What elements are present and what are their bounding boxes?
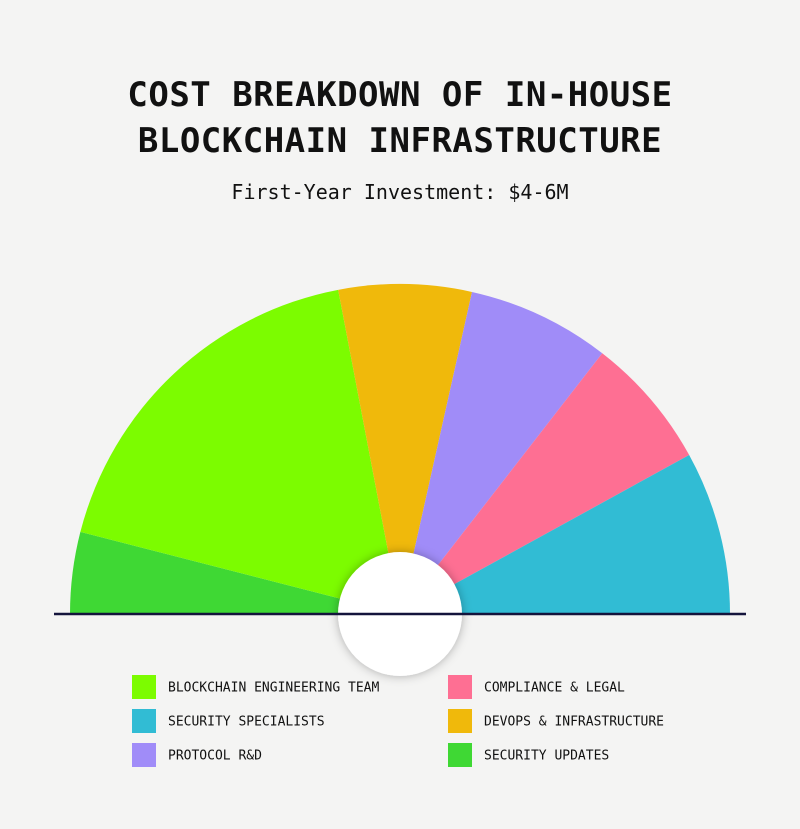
legend-label: SECURITY SPECIALISTS	[168, 715, 325, 730]
legend-swatch	[448, 675, 472, 699]
slice	[80, 289, 400, 614]
legend-swatch	[132, 675, 156, 699]
slice	[400, 353, 690, 614]
legend-label: PROTOCOL R&D	[168, 749, 262, 764]
legend-label: COMPLIANCE & LEGAL	[484, 681, 625, 696]
chart-title: COST BREAKDOWN OF IN-HOUSE BLOCKCHAIN IN…	[127, 75, 673, 161]
legend-label: SECURITY UPDATES	[484, 749, 609, 764]
legend-swatch	[132, 709, 156, 733]
slice	[400, 291, 603, 614]
slice	[70, 531, 400, 614]
legend-label: BLOCKCHAIN ENGINEERING TEAM	[168, 681, 379, 696]
legend-swatch	[448, 709, 472, 733]
legend-swatch	[448, 743, 472, 767]
chart-subtitle: First-Year Investment: $4-6M	[231, 180, 569, 204]
slice	[400, 455, 730, 614]
legend-swatch	[132, 743, 156, 767]
slice	[338, 284, 472, 614]
legend-label: DEVOPS & INFRASTRUCTURE	[484, 715, 664, 730]
